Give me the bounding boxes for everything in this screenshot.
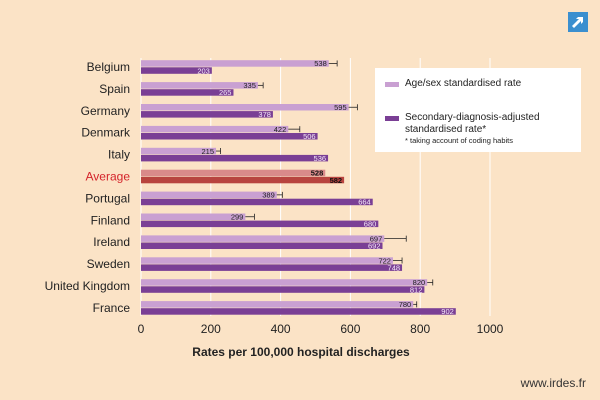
data-label: 780 bbox=[399, 300, 412, 309]
bar-age-sex bbox=[141, 191, 277, 199]
footer-url[interactable]: www.irdes.fr bbox=[520, 376, 586, 390]
bar-secondary bbox=[141, 111, 273, 118]
bar-secondary bbox=[141, 67, 212, 74]
legend-swatch-age-sex bbox=[385, 82, 399, 87]
legend-label-age-sex: Age/sex standardised rate bbox=[405, 78, 522, 89]
x-tick-label: 0 bbox=[138, 322, 145, 336]
data-label: 664 bbox=[358, 198, 371, 207]
data-label: 582 bbox=[330, 176, 343, 185]
bar-age-sex bbox=[141, 279, 428, 286]
data-label: 595 bbox=[334, 103, 347, 112]
legend: Age/sex standardised rate Secondary-diag… bbox=[375, 68, 581, 152]
category-label: Portugal bbox=[85, 191, 130, 205]
data-label: 812 bbox=[410, 285, 423, 294]
bar-secondary bbox=[141, 264, 403, 271]
labels-layer: Belgium 538 203 Spain 335 265 Germany 595 378 Den… bbox=[45, 59, 454, 316]
x-tick-label: 400 bbox=[271, 322, 291, 336]
category-label: Germany bbox=[81, 104, 130, 118]
x-tick-label: 1000 bbox=[477, 322, 504, 336]
data-label: 697 bbox=[370, 234, 383, 243]
bar-secondary bbox=[141, 176, 345, 184]
category-label: Ireland bbox=[93, 235, 130, 249]
bar-secondary bbox=[141, 89, 234, 96]
category-label: Sweden bbox=[87, 257, 130, 271]
x-tick-label: 800 bbox=[410, 322, 430, 336]
category-label: Finland bbox=[91, 213, 130, 227]
data-label: 722 bbox=[378, 256, 391, 265]
data-label: 528 bbox=[311, 169, 324, 178]
data-label: 820 bbox=[413, 278, 426, 287]
data-label: 378 bbox=[258, 110, 271, 119]
bar-age-sex bbox=[141, 301, 414, 308]
expand-arrow-icon[interactable] bbox=[568, 12, 588, 32]
bar-secondary bbox=[141, 286, 425, 293]
bar-age-sex bbox=[141, 60, 329, 67]
bar-secondary bbox=[141, 308, 456, 315]
legend-note: * taking account of coding habits bbox=[405, 136, 513, 145]
data-label: 299 bbox=[231, 213, 244, 222]
data-label: 265 bbox=[219, 88, 232, 97]
data-label: 680 bbox=[364, 220, 377, 229]
x-axis-label: Rates per 100,000 hospital discharges bbox=[192, 345, 410, 359]
bar-age-sex bbox=[141, 169, 326, 177]
data-label: 748 bbox=[388, 263, 401, 272]
bar-age-sex bbox=[141, 147, 217, 155]
category-label: Belgium bbox=[87, 60, 130, 74]
ticks-layer: 0 200 400 600 800 1000 bbox=[138, 322, 504, 336]
bar-secondary bbox=[141, 133, 318, 140]
legend-label-secondary: Secondary-diagnosis-adjusted standardise… bbox=[405, 112, 540, 135]
data-label: 215 bbox=[202, 147, 215, 156]
data-label: 506 bbox=[303, 132, 316, 141]
data-label: 422 bbox=[274, 125, 287, 134]
bar-age-sex bbox=[141, 82, 258, 89]
bar-age-sex bbox=[141, 213, 246, 220]
bar-secondary bbox=[141, 242, 383, 249]
category-label: United Kingdom bbox=[45, 279, 130, 293]
category-label: Italy bbox=[108, 148, 130, 162]
bar-age-sex bbox=[141, 104, 349, 111]
data-label: 692 bbox=[368, 242, 381, 251]
category-label: Spain bbox=[99, 82, 130, 96]
bar-secondary bbox=[141, 220, 379, 228]
category-label: France bbox=[93, 301, 131, 315]
bar-secondary bbox=[141, 154, 329, 162]
data-label: 538 bbox=[314, 59, 327, 68]
bar-age-sex bbox=[141, 235, 385, 242]
bar-age-sex bbox=[141, 257, 393, 264]
x-tick-label: 600 bbox=[340, 322, 360, 336]
bars-layer bbox=[141, 60, 456, 315]
bar-age-sex bbox=[141, 125, 289, 133]
bar-secondary bbox=[141, 198, 373, 206]
data-label: 536 bbox=[314, 154, 327, 163]
category-label: Average bbox=[86, 170, 131, 184]
data-label: 203 bbox=[197, 66, 210, 75]
data-label: 335 bbox=[243, 81, 256, 90]
data-label: 389 bbox=[262, 191, 275, 200]
data-label: 902 bbox=[441, 307, 454, 316]
x-tick-label: 200 bbox=[201, 322, 221, 336]
category-label: Denmark bbox=[81, 126, 131, 140]
legend-swatch-secondary bbox=[385, 116, 399, 121]
